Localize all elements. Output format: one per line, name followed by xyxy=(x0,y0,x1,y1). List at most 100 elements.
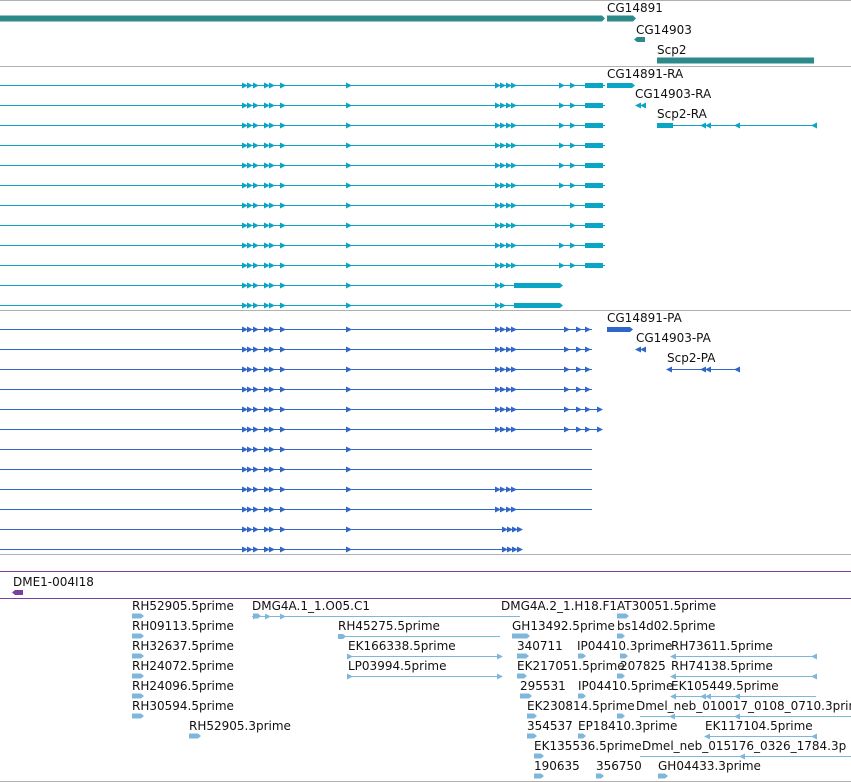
est-feature-arrow xyxy=(347,653,353,660)
est-feature xyxy=(132,693,144,699)
est-label[interactable]: RH24072.5prime xyxy=(132,659,234,673)
est-label[interactable]: RH30594.5prime xyxy=(132,699,234,713)
bac-label[interactable]: DME1-004I18 xyxy=(13,575,94,589)
transcript-exon-arrow xyxy=(253,222,259,229)
est-label[interactable]: 356750 xyxy=(596,759,642,773)
est-label[interactable]: EK166338.5prime xyxy=(348,639,456,653)
protein-exon-arrow xyxy=(597,406,603,413)
transcript-exon-arrow xyxy=(264,262,270,269)
protein-exon-arrow xyxy=(495,346,501,353)
protein-label-cg14903-pa[interactable]: CG14903-PA xyxy=(636,331,712,345)
transcript-exon-arrow xyxy=(500,202,506,209)
protein-exon-arrow xyxy=(500,426,506,433)
protein-scp2-pa-arrow xyxy=(734,366,740,373)
est-label[interactable]: EK117104.5prime xyxy=(705,719,813,733)
est-label[interactable]: RH73611.5prime xyxy=(671,639,773,653)
est-label[interactable]: LP03994.5prime xyxy=(348,659,447,673)
transcript-exon-arrow xyxy=(500,262,506,269)
protein-exon-arrow xyxy=(564,426,570,433)
protein-exon-arrow xyxy=(500,506,506,513)
transcript-exon-arrow xyxy=(506,102,512,109)
protein-exon-arrow xyxy=(253,446,259,453)
est-feature-arrow xyxy=(811,673,817,680)
est-label[interactable]: GH13492.5prime xyxy=(512,619,615,633)
est-label[interactable]: IP04410.5prime xyxy=(578,679,673,693)
est-label[interactable]: AT30051.5prime xyxy=(617,599,716,613)
est-label[interactable]: 190635 xyxy=(534,759,580,773)
est-label[interactable]: RH52905.5prime xyxy=(132,599,234,613)
protein-exon-arrow xyxy=(253,486,259,493)
est-label[interactable]: RH32637.5prime xyxy=(132,639,234,653)
est-label[interactable]: RH09113.5prime xyxy=(132,619,234,633)
transcript-label-scp2-ra[interactable]: Scp2-RA xyxy=(657,107,708,121)
protein-exon-arrow xyxy=(585,366,591,373)
est-label[interactable]: 354537 xyxy=(527,719,573,733)
protein-exon-arrow xyxy=(500,386,506,393)
transcript-exon-arrow xyxy=(242,182,248,189)
protein-exon-arrow xyxy=(507,546,513,553)
protein-label-scp2-pa[interactable]: Scp2-PA xyxy=(667,351,716,365)
est-label[interactable]: EP18410.3prime xyxy=(578,719,677,733)
est-label[interactable]: RH45275.5prime xyxy=(338,619,440,633)
est-label[interactable]: EK135536.5prime xyxy=(534,739,642,753)
est-label[interactable]: DMG4A.1_1.O05.C1 xyxy=(252,599,370,613)
gene-feature-cg14903 xyxy=(634,37,645,42)
est-labels: RH52905.5prime RH09113.5prime RH32637.5pri… xyxy=(132,599,851,773)
gene-label-cg14903[interactable]: CG14903 xyxy=(636,23,692,37)
protein-exon-arrow xyxy=(280,426,286,433)
protein-cg14891-pa xyxy=(607,327,633,332)
protein-exon-arrow xyxy=(495,486,501,493)
transcript-exon-arrow xyxy=(253,262,259,269)
est-label[interactable]: 295531 xyxy=(520,679,566,693)
est-label[interactable]: DMG4A.2_1.H18.F1 xyxy=(501,599,617,613)
transcript-exon-arrow xyxy=(500,182,506,189)
protein-exon-arrow xyxy=(500,406,506,413)
transcript-exon-arrow xyxy=(264,182,270,189)
transcript-scp2-ra-arrow xyxy=(705,122,711,129)
protein-exon-arrow xyxy=(517,546,523,553)
gene-label-cg14891[interactable]: CG14891 xyxy=(607,1,663,15)
transcript-exon-arrow xyxy=(506,82,512,89)
transcript-exon-arrow xyxy=(269,102,275,109)
transcript-exon-arrow xyxy=(511,262,517,269)
transcript-exon-arrow xyxy=(242,82,248,89)
est-label[interactable]: EK230814.5prime xyxy=(527,699,635,713)
transcript-label-cg14903-ra[interactable]: CG14903-RA xyxy=(635,87,712,101)
est-label[interactable]: RH24096.5prime xyxy=(132,679,234,693)
transcript-exon-arrow xyxy=(495,122,501,129)
protein-exon-arrow xyxy=(597,426,603,433)
est-label[interactable]: IP04410.3prime xyxy=(577,639,672,653)
protein-exon-arrow xyxy=(242,526,248,533)
est-label[interactable]: Dmel_neb_010017_0108_0710.3prime xyxy=(636,699,851,713)
protein-exon-arrow xyxy=(506,426,512,433)
est-label[interactable]: GH04433.3prime xyxy=(658,759,761,773)
protein-label-cg14891-pa[interactable]: CG14891-PA xyxy=(607,311,683,325)
est-label[interactable]: RH52905.3prime xyxy=(189,719,291,733)
protein-exon-arrow xyxy=(585,406,591,413)
gene-label-scp2[interactable]: Scp2 xyxy=(657,43,686,57)
est-label[interactable]: Dmel_neb_015176_0326_1784.3p xyxy=(642,739,846,753)
transcript-exon-arrow xyxy=(495,82,501,89)
est-label[interactable]: 207825 xyxy=(620,659,666,673)
transcript-exon-arrow xyxy=(280,282,286,289)
protein-exon-arrow xyxy=(346,466,352,473)
transcript-exon-arrow xyxy=(495,202,501,209)
protein-exon-arrow xyxy=(346,546,352,553)
transcript-exon-arrow xyxy=(269,282,275,289)
transcript-exon-arrow xyxy=(242,262,248,269)
est-label[interactable]: bs14d02.5prime xyxy=(617,619,715,633)
protein-exon-arrow xyxy=(346,346,352,353)
transcript-label-cg14891-ra[interactable]: CG14891-RA xyxy=(607,67,684,81)
est-label[interactable]: 340711 xyxy=(517,639,563,653)
protein-exon-arrow xyxy=(280,386,286,393)
transcript-exon-arrow xyxy=(253,302,259,309)
transcript-exon-arrow xyxy=(346,282,352,289)
est-feature xyxy=(617,713,625,719)
est-label[interactable]: EK105449.5prime xyxy=(671,679,779,693)
transcript-exon-arrow xyxy=(269,222,275,229)
protein-exon-arrow xyxy=(507,526,513,533)
est-label[interactable]: RH74138.5prime xyxy=(671,659,773,673)
est-feature xyxy=(617,633,625,639)
est-feature-arrow xyxy=(670,693,676,700)
est-label[interactable]: EK217051.5prime xyxy=(517,659,625,673)
